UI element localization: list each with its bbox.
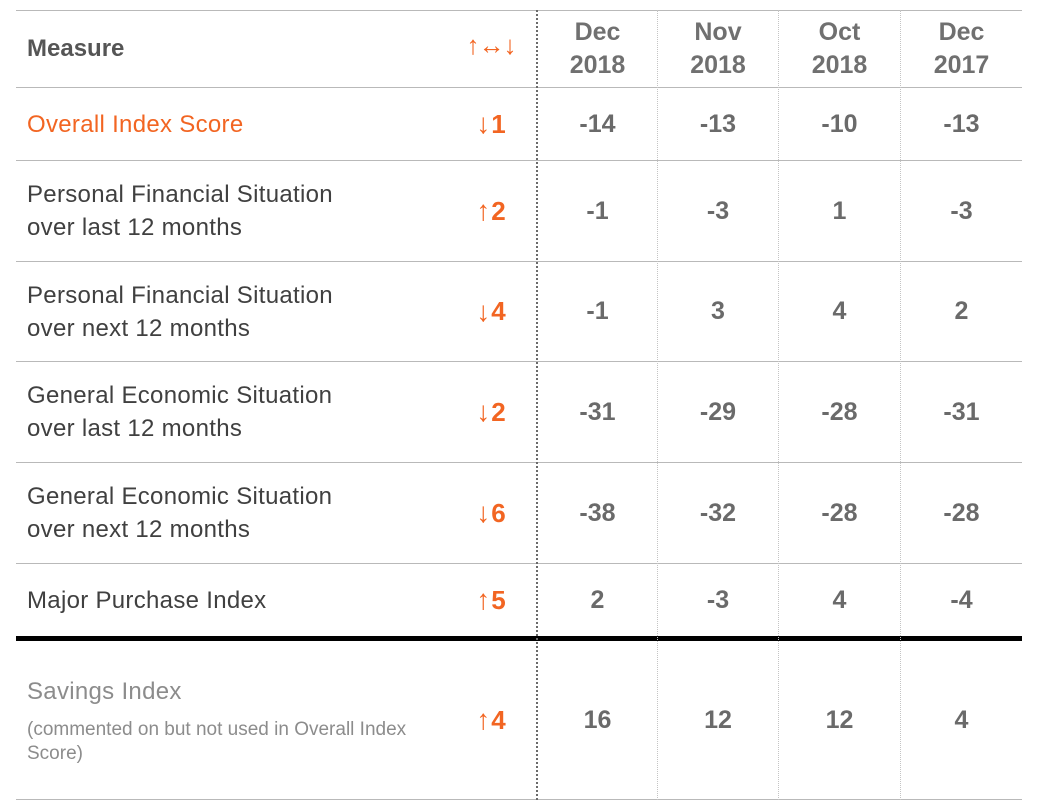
- header-month: Dec: [574, 17, 621, 46]
- value-cell: -13: [943, 109, 980, 138]
- value-cell: -3: [950, 196, 973, 225]
- value-cell: -28: [821, 397, 858, 426]
- row-rule: [16, 361, 1022, 362]
- value-cell: 2: [954, 297, 969, 325]
- measure-label-savings-index: Savings Index (commented on but not used…: [16, 641, 446, 799]
- column-divider: [778, 10, 779, 800]
- change-indicator: ↓ 4: [446, 262, 536, 361]
- measure-line: Personal Financial Situation: [27, 281, 333, 309]
- value-cell: -28: [943, 498, 980, 527]
- up-arrow-icon: ↑: [476, 195, 491, 226]
- measure-line: General Economic Situation: [27, 382, 333, 409]
- down-arrow-icon: ↓: [476, 497, 491, 528]
- change-indicator: ↓ 1: [446, 88, 536, 160]
- value-cell: 1: [832, 196, 847, 225]
- value-cell: 4: [954, 705, 969, 734]
- row-rule: [16, 160, 1022, 161]
- value-cell: 4: [832, 297, 847, 325]
- change-column-header: ↑↔↓: [466, 29, 517, 60]
- savings-index-note: (commented on but not used in Overall In…: [27, 718, 407, 764]
- value-cell: -3: [706, 196, 730, 225]
- value-cell: -32: [699, 498, 737, 527]
- value-cell: 12: [704, 705, 732, 734]
- column-header-dec-2018: Dec 2018: [538, 10, 657, 87]
- value-cell: -13: [699, 109, 737, 138]
- value-cell: -31: [579, 397, 616, 426]
- measure-line: over next 12 months: [27, 314, 251, 342]
- value-cell: -1: [586, 196, 609, 225]
- value-cell: 16: [583, 705, 612, 734]
- value-cell: -29: [699, 397, 737, 426]
- change-indicator: ↑ 5: [446, 564, 536, 636]
- value-cell: -14: [579, 109, 616, 138]
- header-month: Dec: [938, 17, 985, 46]
- change-indicator: ↑ 4: [446, 641, 536, 799]
- measure-label-economic-next-12: General Economic Situation over next 12 m…: [16, 463, 446, 563]
- measure-label-overall-index: Overall Index Score: [27, 110, 244, 138]
- value-cell: 4: [832, 585, 847, 614]
- value-cell: -4: [950, 585, 973, 614]
- header-year: 2017: [933, 50, 990, 79]
- value-cell: -1: [586, 297, 609, 325]
- value-cell: -31: [943, 397, 980, 426]
- section-divider: [16, 636, 1022, 641]
- column-header-nov-2018: Nov 2018: [658, 10, 778, 87]
- column-header-oct-2018: Oct 2018: [779, 10, 900, 87]
- header-year: 2018: [690, 50, 746, 79]
- down-arrow-icon: ↓: [476, 396, 491, 427]
- column-divider: [657, 10, 658, 800]
- measure-label-major-purchase: Major Purchase Index: [27, 586, 267, 614]
- down-arrow-icon: ↓: [476, 108, 491, 139]
- column-divider: [900, 10, 901, 800]
- change-value: 2: [491, 396, 506, 427]
- value-cell: -28: [821, 498, 858, 527]
- change-value: 4: [491, 296, 506, 326]
- measure-line: over last 12 months: [27, 415, 243, 442]
- down-arrow-icon: ↓: [476, 295, 491, 327]
- measure-line: General Economic Situation: [27, 483, 333, 510]
- measure-line: over next 12 months: [27, 516, 251, 543]
- change-value: 6: [491, 497, 506, 528]
- up-arrow-icon: ↑: [476, 584, 491, 615]
- value-cell: -10: [821, 109, 858, 138]
- value-cell: -3: [706, 585, 730, 614]
- change-indicator: ↑ 2: [446, 161, 536, 261]
- column-separator: [536, 10, 538, 800]
- savings-index-title: Savings Index: [27, 677, 182, 705]
- change-value: 1: [491, 108, 506, 139]
- value-cell: 2: [590, 585, 605, 614]
- value-cell: 3: [711, 297, 725, 325]
- change-indicator: ↓ 6: [446, 463, 536, 563]
- table-top-rule: [16, 10, 1022, 11]
- measure-label-personal-next-12: Personal Financial Situation over next 12…: [16, 262, 446, 361]
- value-cell: 12: [825, 705, 854, 734]
- change-value: 4: [491, 704, 506, 735]
- up-arrow-icon: ↑: [476, 704, 491, 735]
- column-header-dec-2017: Dec 2017: [901, 10, 1022, 87]
- row-rule: [16, 462, 1022, 463]
- measure-column-header: Measure: [27, 34, 125, 62]
- header-rule: [16, 87, 1022, 88]
- index-table: Measure ↑↔↓ Dec 2018 Nov 2018 Oct 2018 Dec 2…: [16, 10, 1022, 800]
- header-year: 2018: [569, 50, 626, 79]
- change-indicator: ↓ 2: [446, 362, 536, 462]
- change-value: 5: [491, 584, 506, 615]
- header-month: Oct: [818, 17, 861, 46]
- row-rule: [16, 563, 1022, 564]
- measure-label-personal-last-12: Personal Financial Situation over last 12…: [16, 161, 446, 261]
- row-rule: [16, 261, 1022, 262]
- value-cell: -38: [579, 498, 616, 527]
- change-value: 2: [491, 195, 506, 226]
- measure-line: over last 12 months: [27, 214, 243, 241]
- header-year: 2018: [811, 50, 868, 79]
- measure-line: Personal Financial Situation: [27, 181, 333, 208]
- measure-label-economic-last-12: General Economic Situation over last 12 m…: [16, 362, 446, 462]
- table-bottom-rule: [16, 799, 1022, 800]
- header-month: Nov: [694, 17, 742, 46]
